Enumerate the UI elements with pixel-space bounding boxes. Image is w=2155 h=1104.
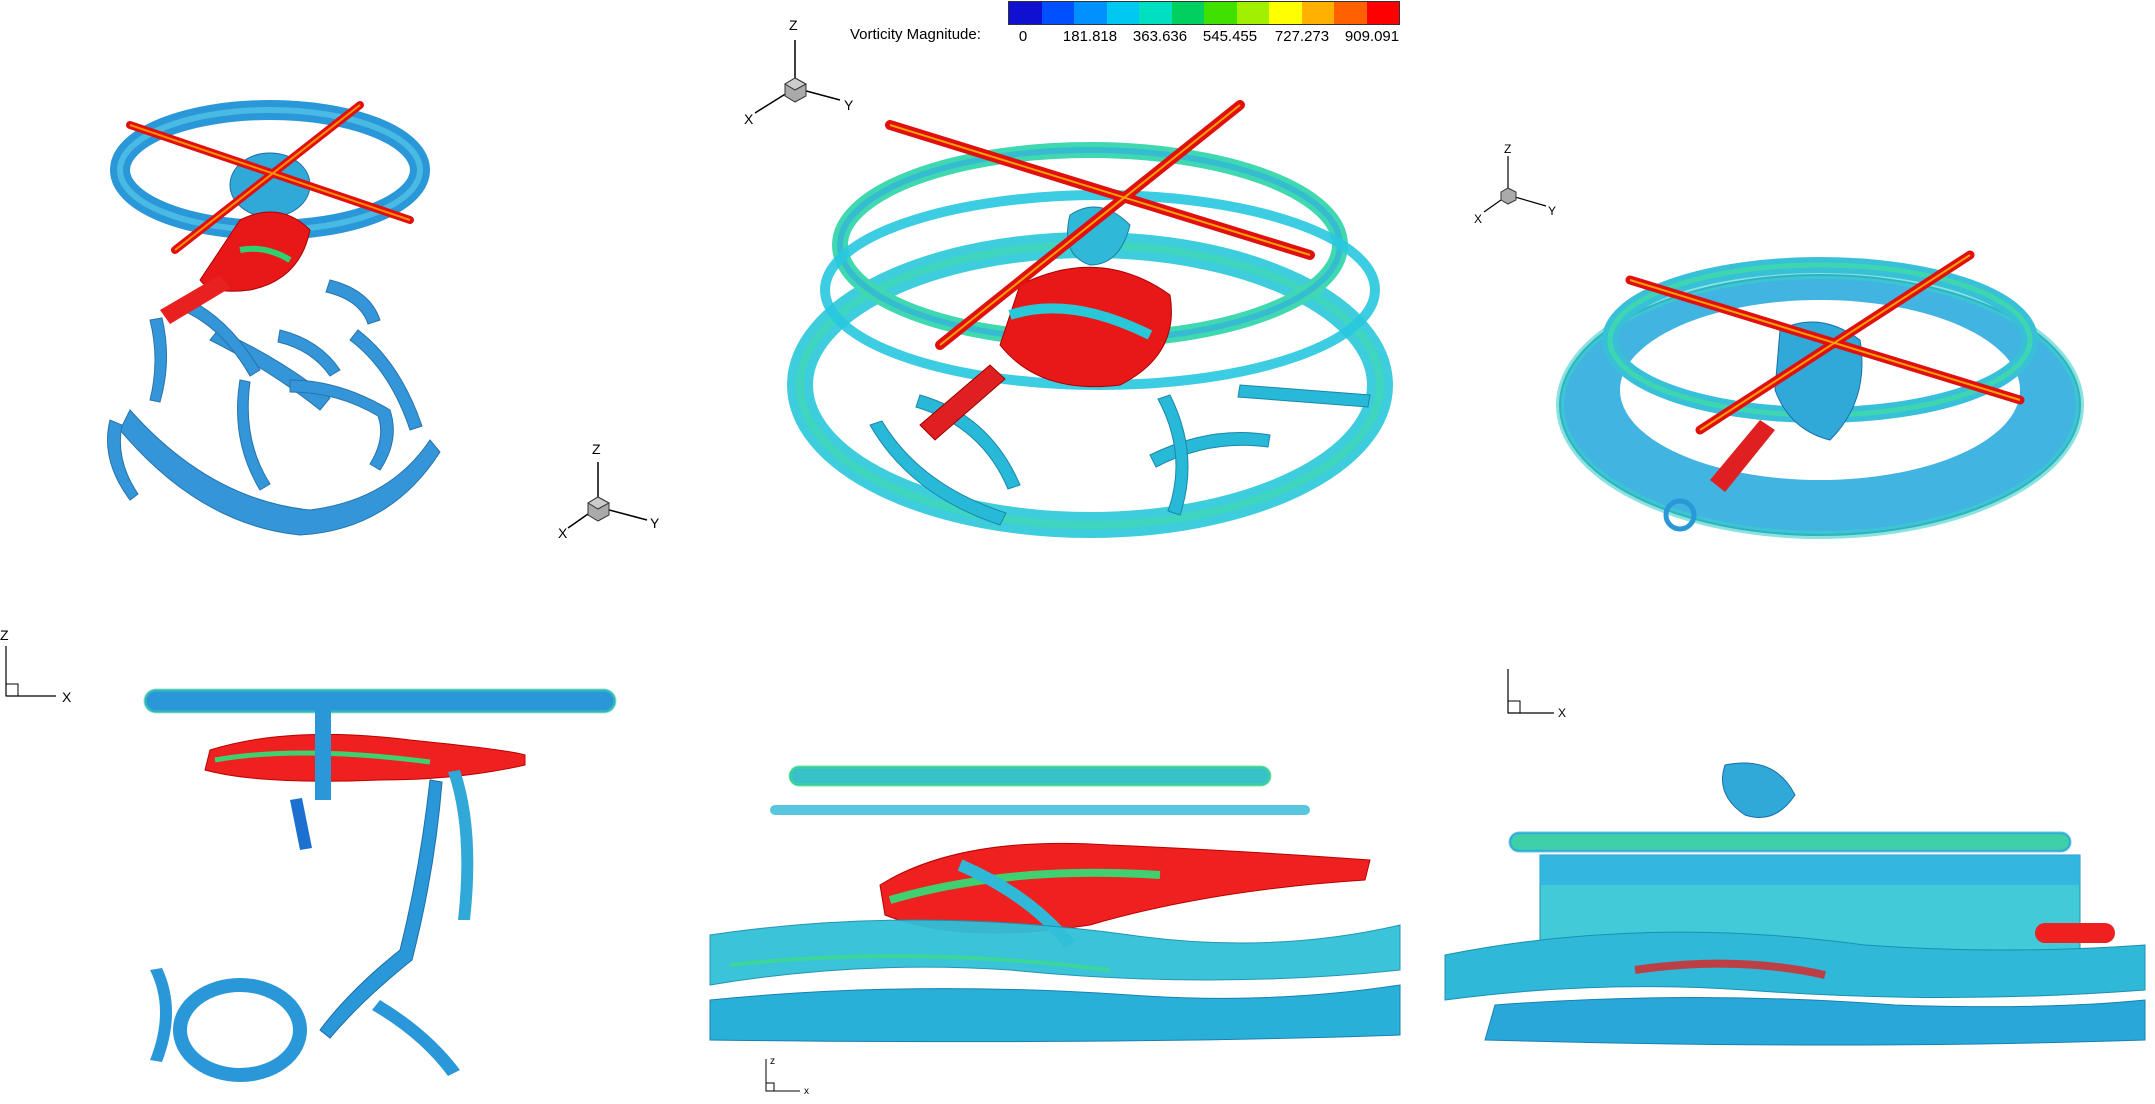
- iso-view-steep: [90, 80, 470, 600]
- side-view-medium: [709, 755, 1401, 1055]
- axis-triad-icon: [754, 40, 841, 114]
- vortex-wake-render: [709, 765, 1401, 1043]
- legend-swatch: [1204, 2, 1237, 24]
- axis-triad-icon: [1507, 669, 1554, 714]
- axis-triad-icon: [765, 1059, 800, 1092]
- vortex-wake-render: [787, 100, 1393, 538]
- axis-triad-iso: Z Y X: [740, 18, 860, 128]
- axis-label-x: X: [744, 111, 754, 127]
- axis-label-y: Y: [1548, 204, 1557, 218]
- legend-title: Vorticity Magnitude:: [850, 26, 981, 43]
- iso-view-ground: [1550, 230, 2110, 600]
- side-view-ground: [1444, 755, 2155, 1055]
- axis-label-x: x: [804, 1086, 809, 1097]
- legend-swatch: [1074, 2, 1107, 24]
- axis-label-z: Z: [0, 627, 9, 643]
- vortex-wake-render: [107, 100, 441, 536]
- legend-tick: 727.273: [1274, 28, 1330, 45]
- axis-triad-iso: Z Y X: [552, 440, 672, 550]
- axis-triad-icon: [567, 462, 648, 529]
- axis-triad-icon: [1483, 156, 1547, 213]
- legend-tick: 545.455: [1202, 28, 1258, 45]
- axis-label-z: Z: [1504, 142, 1512, 156]
- axis-label-y: Y: [844, 97, 854, 113]
- axis-label-z: Z: [592, 441, 601, 457]
- axis-triad-side: Z X: [0, 628, 80, 708]
- vorticity-legend: Vorticity Magnitude: 0 181.818 363.636 5…: [850, 0, 1410, 60]
- legend-colorbar: [1008, 1, 1400, 25]
- axis-triad-iso: Z Y X: [1470, 140, 1560, 230]
- vortex-wake-render: [143, 688, 617, 1082]
- legend-swatch: [1009, 2, 1042, 24]
- axis-triad-side: X: [1500, 665, 1580, 725]
- iso-view-medium: [770, 95, 1393, 595]
- axis-label-y: Y: [650, 515, 660, 531]
- vortex-wake-render: [1444, 762, 2146, 1046]
- legend-swatch: [1366, 2, 1399, 24]
- axis-triad-icon: [5, 646, 56, 697]
- legend-tick: 363.636: [1132, 28, 1188, 45]
- legend-tick: 0: [1018, 28, 1028, 45]
- legend-swatch: [1269, 2, 1302, 24]
- legend-swatch: [1236, 2, 1269, 24]
- legend-swatch: [1139, 2, 1172, 24]
- axis-triad-side: z x: [760, 1055, 820, 1099]
- legend-swatch: [1106, 2, 1139, 24]
- axis-label-x: X: [62, 689, 72, 705]
- vortex-wake-render: [1556, 250, 2084, 539]
- side-view-steep: [130, 670, 617, 1090]
- legend-swatch: [1041, 2, 1074, 24]
- axis-label-x: X: [1558, 706, 1567, 720]
- axis-label-x: X: [558, 525, 568, 541]
- legend-tick: 909.091: [1344, 28, 1400, 45]
- legend-swatch: [1301, 2, 1334, 24]
- legend-tick: 181.818: [1062, 28, 1118, 45]
- legend-swatch: [1334, 2, 1367, 24]
- axis-label-z: Z: [789, 17, 798, 33]
- axis-label-z: z: [770, 1056, 775, 1067]
- legend-swatch: [1171, 2, 1204, 24]
- axis-label-x: X: [1474, 212, 1483, 226]
